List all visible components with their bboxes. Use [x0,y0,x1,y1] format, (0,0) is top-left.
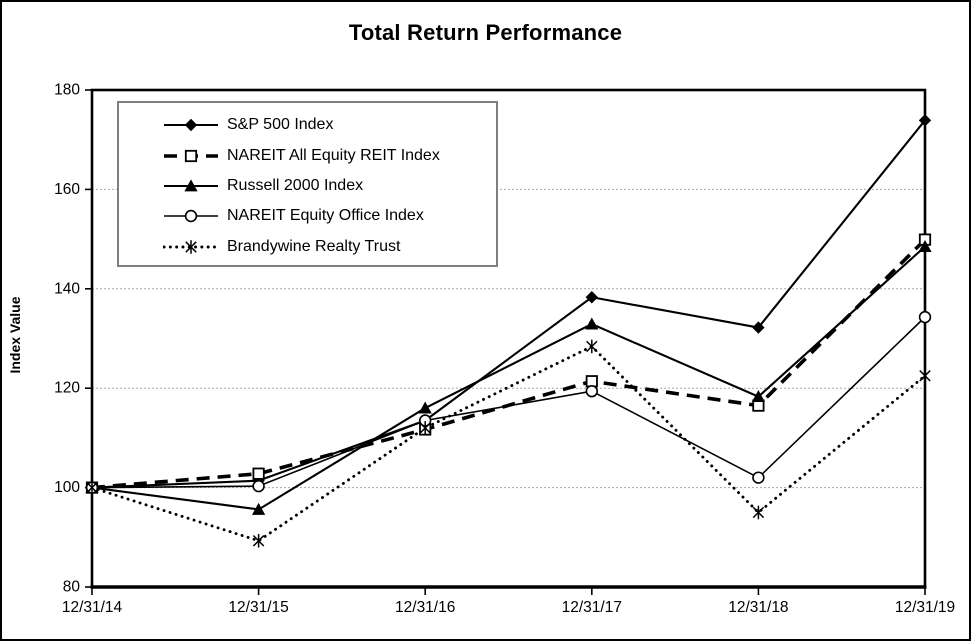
marker-nareit-all-equity-reit-index [252,467,265,480]
nareit-all-equity-line-marker-icon [164,149,218,162]
y-tick-label: 160 [54,181,80,198]
marker-russell-2000-index [418,401,432,414]
legend-label-sp500: S&P 500 Index [227,116,334,134]
x-tick-label: 12/31/16 [395,599,455,616]
marker-brandywine-realty-trust [419,421,431,435]
legend-sample-marker [184,179,198,192]
marker-russell-2000-index [751,390,765,403]
legend-label-nareit-office: NAREIT Equity Office Index [227,207,424,225]
legend-item-nareit-all-equity: NAREIT All Equity REIT Index [119,140,496,170]
brandywine-line-marker-icon [163,239,219,254]
x-tick-label: 12/31/17 [562,599,622,616]
y-tick-label: 120 [54,380,80,397]
marker-nareit-equity-office-index [918,310,932,324]
legend-label-nareit-all-equity: NAREIT All Equity REIT Index [227,146,440,164]
marker-nareit-equity-office-index [252,479,265,493]
series-markers [85,114,932,548]
legend-sample-marker [184,118,198,132]
y-tick-label: 140 [54,280,80,297]
marker-nareit-equity-office-index [752,471,765,484]
legend-item-sp500: S&P 500 Index [119,110,496,140]
x-tick-label: 12/31/15 [228,599,288,616]
x-axis-ticks: 12/31/14 12/31/15 12/31/16 12/31/17 12/31/18… [62,587,955,616]
x-tick-label: 12/31/14 [62,599,123,616]
legend-label-brandywine: Brandywine Realty Trust [227,237,401,255]
y-tick-label: 80 [63,579,81,596]
marker-s-p-500-index [752,321,765,334]
series-line-s-p-500-index [91,119,926,489]
marker-nareit-equity-office-index [585,384,598,398]
marker-russell-2000-index [585,317,599,330]
legend-item-brandywine: Brandywine Realty Trust [119,232,496,262]
marker-russell-2000-index [918,239,932,252]
marker-brandywine-realty-trust [86,480,98,495]
y-tick-label: 180 [54,82,80,99]
marker-nareit-all-equity-reit-index [585,375,598,388]
marker-brandywine-realty-trust [252,533,265,548]
series-line-brandywine-realty-trust [90,344,927,543]
y-tick-label: 100 [54,479,80,496]
marker-brandywine-realty-trust [586,339,598,354]
y-axis-ticks: 80 100 120 140 160 180 [54,82,92,596]
legend: S&P 500 Index NAREIT All Equity REIT Ind… [117,101,498,267]
marker-brandywine-realty-trust [752,505,765,520]
legend-sample-marker [185,239,197,254]
marker-s-p-500-index [585,291,598,304]
chart-title: Total Return Performance [348,20,623,45]
legend-label-russell-2000: Russell 2000 Index [227,176,364,194]
series-line-russell-2000-index [91,245,926,511]
x-tick-label: 12/31/18 [728,599,788,616]
legend-sample-marker [184,210,198,223]
marker-brandywine-realty-trust [919,368,931,383]
series-lines [90,119,927,543]
legend-item-nareit-office: NAREIT Equity Office Index [119,201,496,231]
sp500-line-marker-icon [164,118,218,132]
nareit-office-line-marker-icon [164,210,218,223]
russell-2000-line-marker-icon [164,179,218,192]
marker-s-p-500-index [918,114,932,127]
legend-item-russell-2000: Russell 2000 Index [119,171,496,201]
x-tick-label: 12/31/19 [895,599,955,616]
series-line-nareit-equity-office-index [91,316,926,489]
gridlines [92,188,925,489]
legend-sample-marker [184,149,198,162]
marker-russell-2000-index [252,502,266,515]
